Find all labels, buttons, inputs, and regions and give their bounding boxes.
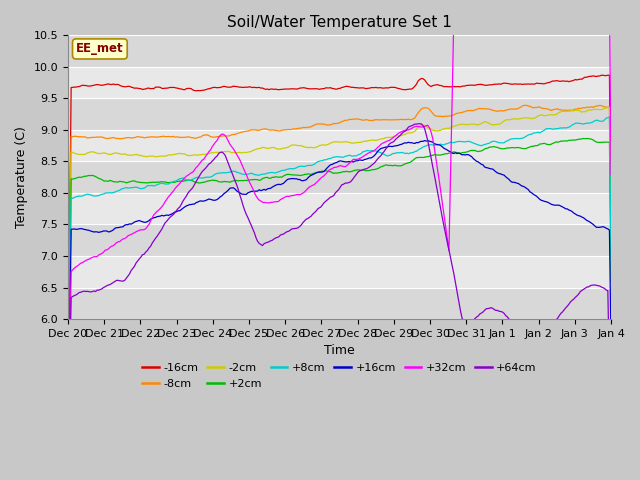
Bar (68, 67, 611, 98)
Bar (68, 193, 611, 225)
Text: EE_met: EE_met (76, 42, 124, 55)
Bar (68, 36, 611, 67)
Bar (68, 161, 611, 193)
Bar (68, 98, 611, 130)
Legend: -16cm, -8cm, -2cm, +2cm, +8cm, +16cm, +32cm, +64cm: -16cm, -8cm, -2cm, +2cm, +8cm, +16cm, +3… (138, 359, 541, 393)
Title: Soil/Water Temperature Set 1: Soil/Water Temperature Set 1 (227, 15, 452, 30)
Bar (68, 288, 611, 319)
Bar (68, 256, 611, 288)
Bar (68, 225, 611, 256)
Y-axis label: Temperature (C): Temperature (C) (15, 126, 28, 228)
Bar (68, 130, 611, 161)
X-axis label: Time: Time (324, 344, 355, 357)
